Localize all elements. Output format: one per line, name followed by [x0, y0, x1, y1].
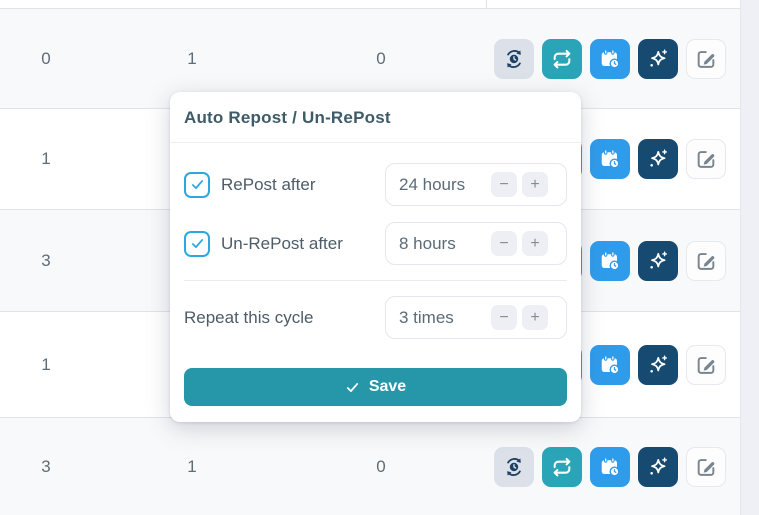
unrepost-after-row: Un-RePost after 8 hours − + [184, 222, 567, 265]
unrepost-after-label: Un-RePost after [221, 233, 343, 253]
sparkles-button[interactable] [638, 446, 678, 487]
table-cell: 1 [187, 456, 197, 476]
schedule-button[interactable] [590, 38, 630, 79]
edit-icon [695, 354, 717, 376]
auto-repost-button[interactable] [494, 38, 534, 79]
schedule-button[interactable] [590, 139, 630, 179]
repeat-cycle-value: 3 times [399, 307, 454, 327]
table-cell: 3 [41, 250, 51, 270]
repeat-icon [551, 48, 573, 70]
sparkles-icon [647, 148, 669, 170]
schedule-button[interactable] [590, 240, 630, 281]
table-cell: 3 [41, 456, 51, 476]
sparkles-icon [647, 48, 669, 70]
repeat-icon [551, 456, 573, 478]
popover-divider [184, 280, 567, 281]
calendar-clock-icon [599, 354, 621, 376]
edit-icon [695, 456, 717, 478]
repeat-button[interactable] [542, 38, 582, 79]
column-divider [486, 0, 487, 8]
unrepost-minus-button[interactable]: − [491, 231, 517, 256]
auto-repost-popover: Auto Repost / Un-RePost RePost after 24 … [170, 92, 581, 422]
repost-after-value: 24 hours [399, 174, 466, 194]
edit-button[interactable] [686, 139, 726, 179]
table-cell: 0 [41, 48, 51, 68]
unrepost-after-checkbox[interactable] [184, 230, 210, 257]
sparkles-icon [647, 354, 669, 376]
repost-minus-button[interactable]: − [491, 172, 517, 197]
calendar-clock-icon [599, 456, 621, 478]
edit-button[interactable] [686, 240, 726, 281]
table-row-edge [0, 0, 740, 9]
edit-icon [695, 48, 717, 70]
repost-after-row: RePost after 24 hours − + [184, 163, 567, 206]
auto-repost-clock-icon [503, 48, 525, 70]
schedule-button[interactable] [590, 446, 630, 487]
popover-title: Auto Repost / Un-RePost [170, 92, 581, 143]
popover-body: RePost after 24 hours − + Un-RePost afte… [170, 163, 581, 406]
sparkles-button[interactable] [638, 344, 678, 385]
unrepost-plus-button[interactable]: + [522, 231, 548, 256]
repeat-plus-button[interactable]: + [522, 305, 548, 330]
schedule-button[interactable] [590, 344, 630, 385]
repost-after-label: RePost after [221, 174, 316, 194]
page-gutter [740, 0, 759, 515]
unrepost-after-value: 8 hours [399, 233, 456, 253]
calendar-clock-icon [599, 250, 621, 272]
row-actions [494, 9, 726, 108]
repeat-cycle-stepper: 3 times − + [385, 296, 567, 339]
repost-after-stepper: 24 hours − + [385, 163, 567, 206]
calendar-clock-icon [599, 148, 621, 170]
edit-icon [695, 250, 717, 272]
calendar-clock-icon [599, 48, 621, 70]
repeat-cycle-label: Repeat this cycle [184, 307, 314, 327]
auto-repost-button[interactable] [494, 446, 534, 487]
table-cell: 1 [41, 149, 51, 168]
save-button[interactable]: Save [184, 368, 567, 406]
repeat-button[interactable] [542, 446, 582, 487]
sparkles-button[interactable] [638, 240, 678, 281]
row-actions [494, 418, 726, 515]
table-cell: 1 [41, 354, 51, 374]
auto-repost-clock-icon [503, 456, 525, 478]
check-icon [190, 236, 205, 251]
save-button-label: Save [368, 378, 407, 395]
table-cell: 1 [187, 48, 197, 68]
repost-plus-button[interactable]: + [522, 172, 548, 197]
check-icon [345, 380, 360, 395]
repeat-cycle-row: Repeat this cycle 3 times − + [184, 296, 567, 339]
sparkles-icon [647, 456, 669, 478]
sparkles-button[interactable] [638, 38, 678, 79]
table-cell: 0 [376, 456, 386, 476]
check-icon [190, 177, 205, 192]
sparkles-icon [647, 250, 669, 272]
sparkles-button[interactable] [638, 139, 678, 179]
table-row: 3 1 0 [0, 418, 740, 515]
table-cell: 0 [376, 48, 386, 68]
repost-after-checkbox[interactable] [184, 171, 210, 198]
edit-button[interactable] [686, 344, 726, 385]
edit-icon [695, 148, 717, 170]
edit-button[interactable] [686, 446, 726, 487]
edit-button[interactable] [686, 38, 726, 79]
repeat-minus-button[interactable]: − [491, 305, 517, 330]
unrepost-after-stepper: 8 hours − + [385, 222, 567, 265]
